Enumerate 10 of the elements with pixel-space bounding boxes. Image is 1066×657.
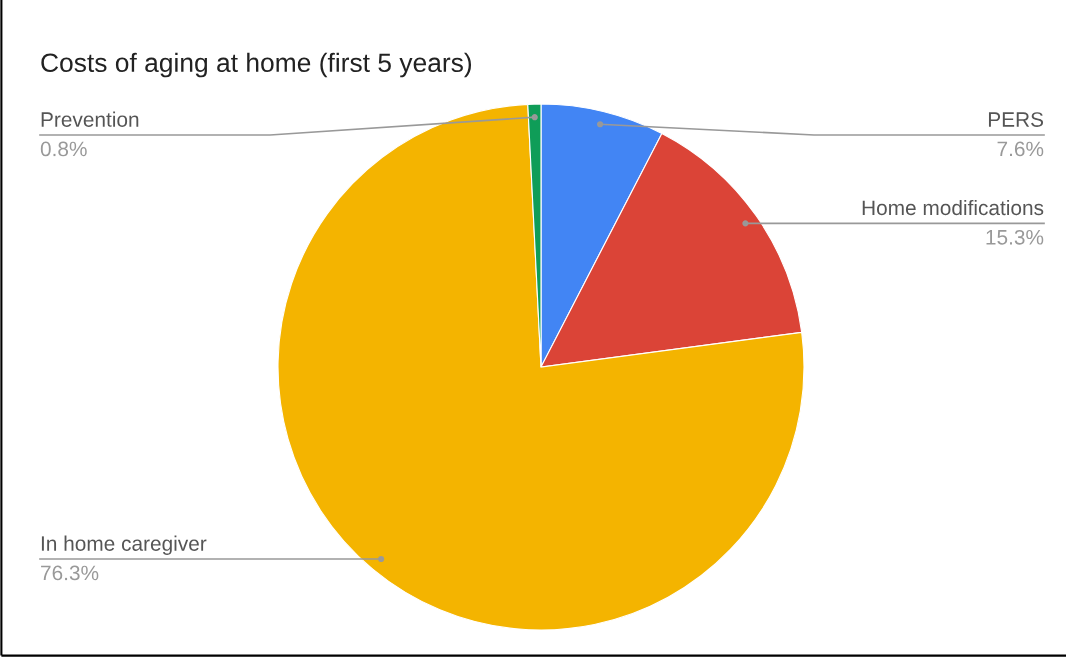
chart-title: Costs of aging at home (first 5 years) bbox=[41, 52, 472, 78]
slice-label: PERS bbox=[988, 112, 1044, 127]
data-label: 15.3% bbox=[986, 229, 1044, 245]
pie-slice bbox=[277, 103, 805, 631]
data-label: 0.8% bbox=[40, 141, 87, 157]
data-label: 7.6% bbox=[997, 141, 1044, 157]
slice-label: Prevention bbox=[41, 111, 139, 127]
slice-label: Home modifications bbox=[862, 199, 1044, 216]
data-label: 76.3% bbox=[41, 565, 99, 581]
slice-label: In home caregiver bbox=[41, 535, 207, 556]
